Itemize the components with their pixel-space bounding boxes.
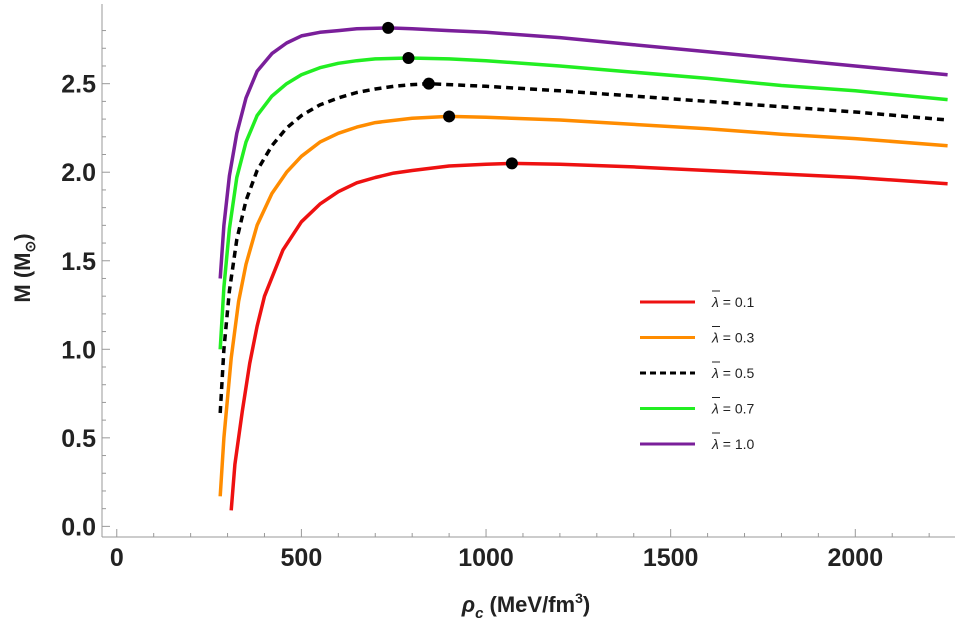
x-tick-label: 1500 <box>643 544 699 572</box>
legend-label-3: λ = 0.7 <box>711 401 755 417</box>
x-axis-label: ρc (MeV/fm3) <box>461 590 590 622</box>
max-mass-point-1 <box>443 110 456 123</box>
max-mass-point-4 <box>382 21 395 34</box>
x-tick-label: 0 <box>110 544 124 572</box>
legend-label-4: λ = 1.0 <box>711 436 755 452</box>
legend-label-0: λ = 0.1 <box>711 294 755 310</box>
series-line-4 <box>218 26 948 279</box>
series-line-2 <box>218 81 948 414</box>
y-axis-label: M (M⊙) <box>10 233 38 302</box>
series-line-3 <box>218 56 948 350</box>
series-line-1 <box>218 114 948 497</box>
y-tick-label: 1.0 <box>61 336 96 364</box>
max-mass-point-3 <box>402 52 415 65</box>
y-tick-label: 0.0 <box>61 513 96 541</box>
series-line-0 <box>229 161 948 511</box>
max-mass-point-2 <box>422 77 435 90</box>
max-mass-point-0 <box>505 157 518 170</box>
x-tick-label: 500 <box>281 544 323 572</box>
x-tick-label: 2000 <box>827 544 883 572</box>
y-tick-label: 2.0 <box>61 159 96 187</box>
legend-label-2: λ = 0.5 <box>711 365 755 381</box>
x-tick-label: 1000 <box>458 544 514 572</box>
legend-label-1: λ = 0.3 <box>711 330 755 346</box>
y-tick-label: 2.5 <box>61 71 96 99</box>
y-tick-label: 1.5 <box>61 248 96 276</box>
y-tick-label: 0.5 <box>61 425 96 453</box>
